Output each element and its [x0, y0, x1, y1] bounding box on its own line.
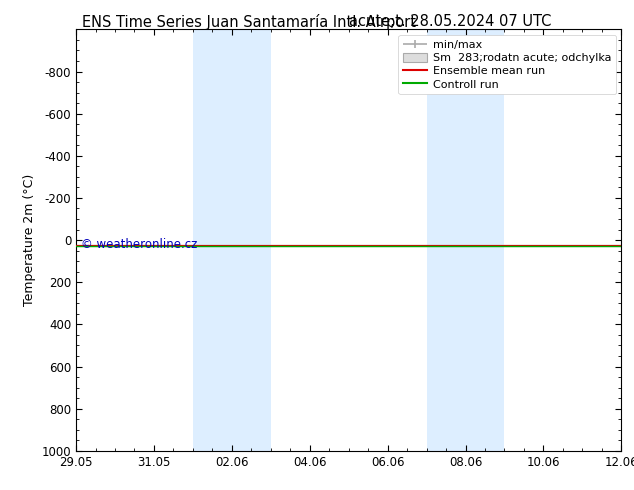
Bar — [193, 29, 271, 451]
Text: ENS Time Series Juan Santamaría Intl. Airport: ENS Time Series Juan Santamaría Intl. Ai… — [82, 14, 417, 30]
Legend: min/max, Sm  283;rodatn acute; odchylka, Ensemble mean run, Controll run: min/max, Sm 283;rodatn acute; odchylka, … — [398, 35, 616, 94]
Bar — [427, 29, 505, 451]
Text: acute;t. 28.05.2024 07 UTC: acute;t. 28.05.2024 07 UTC — [349, 14, 552, 29]
Y-axis label: Temperature 2m (°C): Temperature 2m (°C) — [23, 174, 36, 306]
Text: © weatheronline.cz: © weatheronline.cz — [81, 238, 197, 251]
